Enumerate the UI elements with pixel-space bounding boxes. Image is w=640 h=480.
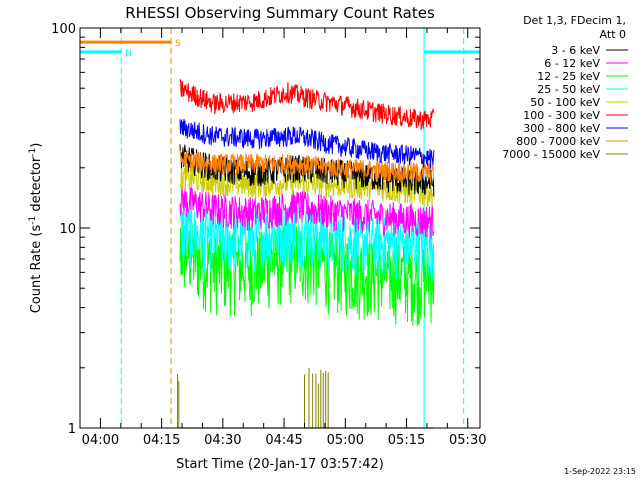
y-axis-label: Count Rate (s-1 detector-1) [28, 143, 44, 314]
y-axis-label-end: ) [29, 143, 44, 148]
series-group [177, 367, 434, 429]
series-line [179, 165, 435, 207]
x-tick-label: 04:45 [265, 433, 302, 448]
x-tick-label: 05:30 [449, 433, 486, 448]
legend-label: 7000 - 15000 keV [502, 148, 600, 161]
y-tick-label: 10 [59, 222, 76, 237]
x-tick-label: 04:00 [82, 433, 119, 448]
x-tick-label: 05:00 [327, 433, 364, 448]
series-line [179, 150, 435, 183]
legend-header-line-1: Det 1,3, FDecim 1, [523, 14, 626, 27]
y-axis-label-sup1: -1 [28, 216, 38, 225]
legend-label: 300 - 800 keV [523, 122, 600, 135]
series-group [179, 118, 435, 169]
y-tick-label: 1 [68, 422, 76, 437]
y-axis-label-mid: detector [29, 156, 44, 216]
legend-label: 6 - 12 keV [544, 57, 600, 70]
series-group [179, 150, 435, 183]
series-line [179, 79, 435, 131]
y-axis-label-main: Count Rate (s [29, 225, 44, 314]
series-group [179, 205, 435, 282]
chart-title: RHESSI Observing Summary Count Rates [125, 4, 435, 22]
x-axis-label: Start Time (20-Jan-17 03:57:42) [176, 457, 384, 472]
x-tick-label: 04:15 [143, 433, 180, 448]
flag-label: N [125, 49, 132, 59]
axes: 1 10 100 04:00 04:15 04:30 04:45 05:00 05:15 05:3… [51, 22, 486, 448]
legend-label: 100 - 300 keV [523, 109, 600, 122]
x-tick-label: 05:15 [388, 433, 425, 448]
x-tick-label: 04:30 [204, 433, 241, 448]
series-line [179, 118, 435, 169]
series-line [179, 205, 435, 282]
plot-area: SN [79, 28, 480, 429]
series-line [179, 184, 435, 239]
legend-label: 50 - 100 keV [530, 96, 600, 109]
series-group [179, 79, 435, 131]
legend-label: 25 - 50 keV [537, 83, 600, 96]
series-group [179, 184, 435, 239]
legend-header-line-2: Att 0 [600, 28, 626, 41]
flag-label: S [175, 39, 181, 49]
legend-label: 3 - 6 keV [551, 44, 600, 57]
footer-date: 1-Sep-2022 23:15 [564, 467, 636, 476]
series-group [179, 165, 435, 207]
y-tick-label: 100 [51, 22, 76, 37]
y-axis-label-sup2: -1 [28, 148, 38, 157]
legend-label: 800 - 7000 keV [516, 135, 600, 148]
legend-label: 12 - 25 keV [537, 70, 600, 83]
